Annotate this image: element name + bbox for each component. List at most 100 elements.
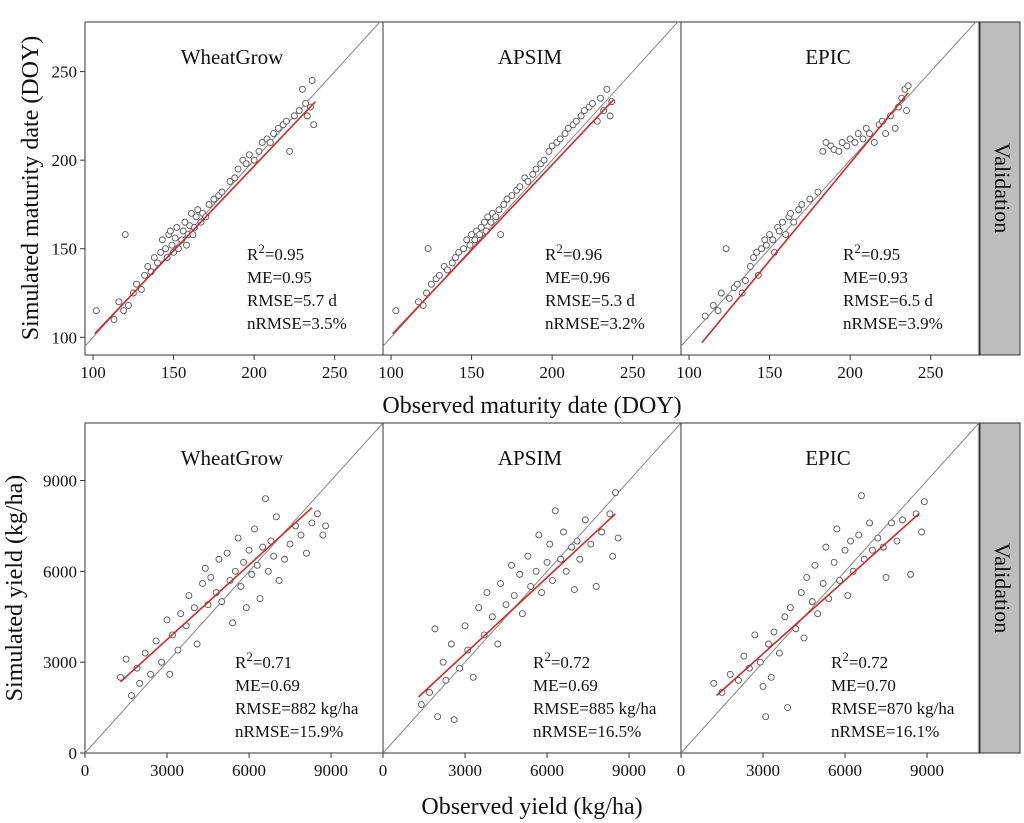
- stat-line: RMSE=870 kg/ha: [831, 699, 955, 718]
- data-point: [568, 543, 576, 551]
- data-point: [234, 534, 242, 542]
- data-point: [308, 519, 316, 527]
- data-point: [725, 294, 733, 302]
- stat-line: ME=0.96: [545, 268, 610, 287]
- data-point: [275, 576, 283, 584]
- data-point: [218, 188, 226, 196]
- data-point: [838, 138, 846, 146]
- data-point: [841, 546, 849, 554]
- panel-yield-wheatgrow: WheatGrow R2=0.71 ME=0.69 RMSE=882 kg/ha nRM…: [43, 422, 384, 780]
- data-point: [231, 567, 239, 575]
- data-point: [171, 234, 179, 242]
- data-point: [803, 573, 811, 581]
- data-point: [538, 589, 546, 596]
- data-point: [551, 507, 559, 515]
- regression-fit-line: [417, 513, 616, 698]
- data-point: [248, 570, 256, 578]
- data-point: [592, 583, 600, 590]
- panel-frame: [680, 21, 980, 356]
- y-tick-label: 0: [69, 744, 78, 763]
- data-point: [854, 130, 862, 138]
- data-point: [192, 213, 200, 221]
- panel-title: EPIC: [805, 446, 851, 470]
- stat-line: R2=0.72: [831, 649, 888, 672]
- data-point: [819, 147, 827, 155]
- data-point: [270, 130, 277, 138]
- data-point: [303, 112, 311, 120]
- data-point: [443, 266, 451, 274]
- data-point: [434, 713, 442, 721]
- regression-fit-line: [392, 99, 614, 335]
- data-point: [775, 649, 783, 657]
- data-point: [535, 531, 543, 539]
- data-point: [205, 200, 213, 208]
- data-point: [849, 567, 857, 575]
- data-point: [431, 625, 439, 633]
- data-point: [756, 658, 764, 666]
- data-point: [819, 580, 827, 587]
- panel-frame: [382, 21, 682, 356]
- data-point: [751, 631, 759, 639]
- data-point: [137, 286, 145, 293]
- data-point: [508, 192, 516, 200]
- data-point: [295, 107, 303, 115]
- data-point: [606, 112, 614, 120]
- panel-title: WheatGrow: [181, 45, 284, 69]
- data-point: [215, 555, 223, 563]
- y-tick-label: 200: [52, 151, 78, 170]
- data-point: [133, 280, 140, 288]
- data-point: [701, 312, 709, 320]
- data-point: [775, 227, 783, 235]
- data-point: [769, 236, 777, 244]
- data-point: [835, 147, 843, 155]
- x-tick-label: 6000: [530, 761, 564, 780]
- data-point: [299, 85, 306, 93]
- data-point: [141, 649, 149, 657]
- data-point: [259, 543, 267, 551]
- data-point: [199, 580, 207, 587]
- data-point: [572, 117, 580, 125]
- data-point: [488, 613, 496, 621]
- x-tick-label: 3000: [150, 761, 184, 780]
- data-point: [851, 138, 859, 146]
- x-tick-label: 250: [620, 363, 646, 382]
- data-point: [862, 124, 870, 132]
- top-x-axis-title: Observed maturity date (DOY): [382, 393, 681, 419]
- data-point: [120, 307, 128, 315]
- x-tick-label: 9000: [612, 761, 646, 780]
- data-point: [609, 552, 617, 560]
- data-point: [452, 254, 459, 262]
- data-point: [471, 236, 479, 244]
- x-tick-label: 200: [837, 363, 863, 382]
- stat-line: RMSE=5.3 d: [545, 291, 635, 310]
- data-point: [870, 138, 878, 146]
- data-point: [484, 213, 492, 221]
- data-point: [147, 670, 155, 678]
- x-tick-label: 3000: [448, 761, 482, 780]
- data-point: [847, 537, 854, 545]
- data-point: [495, 206, 503, 214]
- data-point: [611, 489, 619, 497]
- data-point: [795, 206, 803, 214]
- data-point: [125, 301, 132, 309]
- data-point: [822, 138, 830, 146]
- data-point: [798, 200, 806, 208]
- data-point: [181, 218, 189, 226]
- data-point: [750, 254, 757, 262]
- data-point: [455, 248, 463, 256]
- data-point: [855, 531, 863, 539]
- y-tick-label: 6000: [43, 562, 77, 581]
- one-to-one-line: [680, 422, 980, 754]
- data-point: [879, 543, 887, 551]
- data-point: [859, 135, 867, 143]
- validation-strip-top-label: Validation: [990, 143, 1015, 233]
- data-point: [310, 121, 318, 129]
- data-point: [158, 658, 166, 666]
- stat-line: nRMSE=16.5%: [533, 722, 641, 741]
- y-tick-label: 100: [52, 328, 78, 347]
- data-point: [447, 640, 455, 648]
- data-point: [904, 82, 912, 90]
- data-point: [461, 622, 469, 630]
- data-point: [874, 534, 882, 542]
- data-point: [240, 558, 248, 566]
